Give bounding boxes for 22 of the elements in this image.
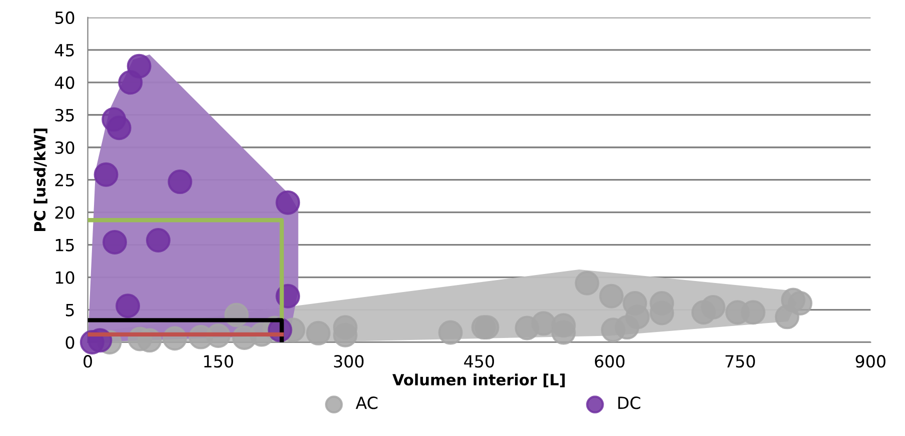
y-tick-label: 50 (55, 11, 74, 24)
y-tick-label: 5 (66, 304, 74, 316)
y-tick-label: 20 (55, 206, 74, 219)
x-tick-label: 450 (464, 355, 494, 368)
x-tick-label: 300 (334, 355, 364, 368)
y-tick-label: 0 (66, 336, 74, 349)
y-tick-label: 15 (56, 238, 74, 252)
x-tick-label: 600 (594, 355, 624, 368)
y-tick-label: 25 (55, 174, 74, 186)
y-tick-label: 10 (56, 271, 74, 284)
x-tick-label: 750 (726, 355, 755, 368)
x-axis-title: Volumen interior [L] (392, 374, 565, 388)
y-tick-label: 30 (55, 141, 74, 154)
x-tick-label: 150 (204, 355, 234, 368)
y-axis-title: PC [usd/kW] (34, 128, 48, 232)
legend-label: DC (618, 396, 640, 410)
legend-label: AC (356, 396, 378, 410)
y-tick-label: 40 (54, 76, 74, 89)
y-tick-label: 35 (55, 108, 74, 122)
x-tick-label: 0 (84, 355, 92, 368)
x-tick-label: 900 (856, 355, 886, 368)
y-tick-label: 45 (54, 44, 74, 56)
